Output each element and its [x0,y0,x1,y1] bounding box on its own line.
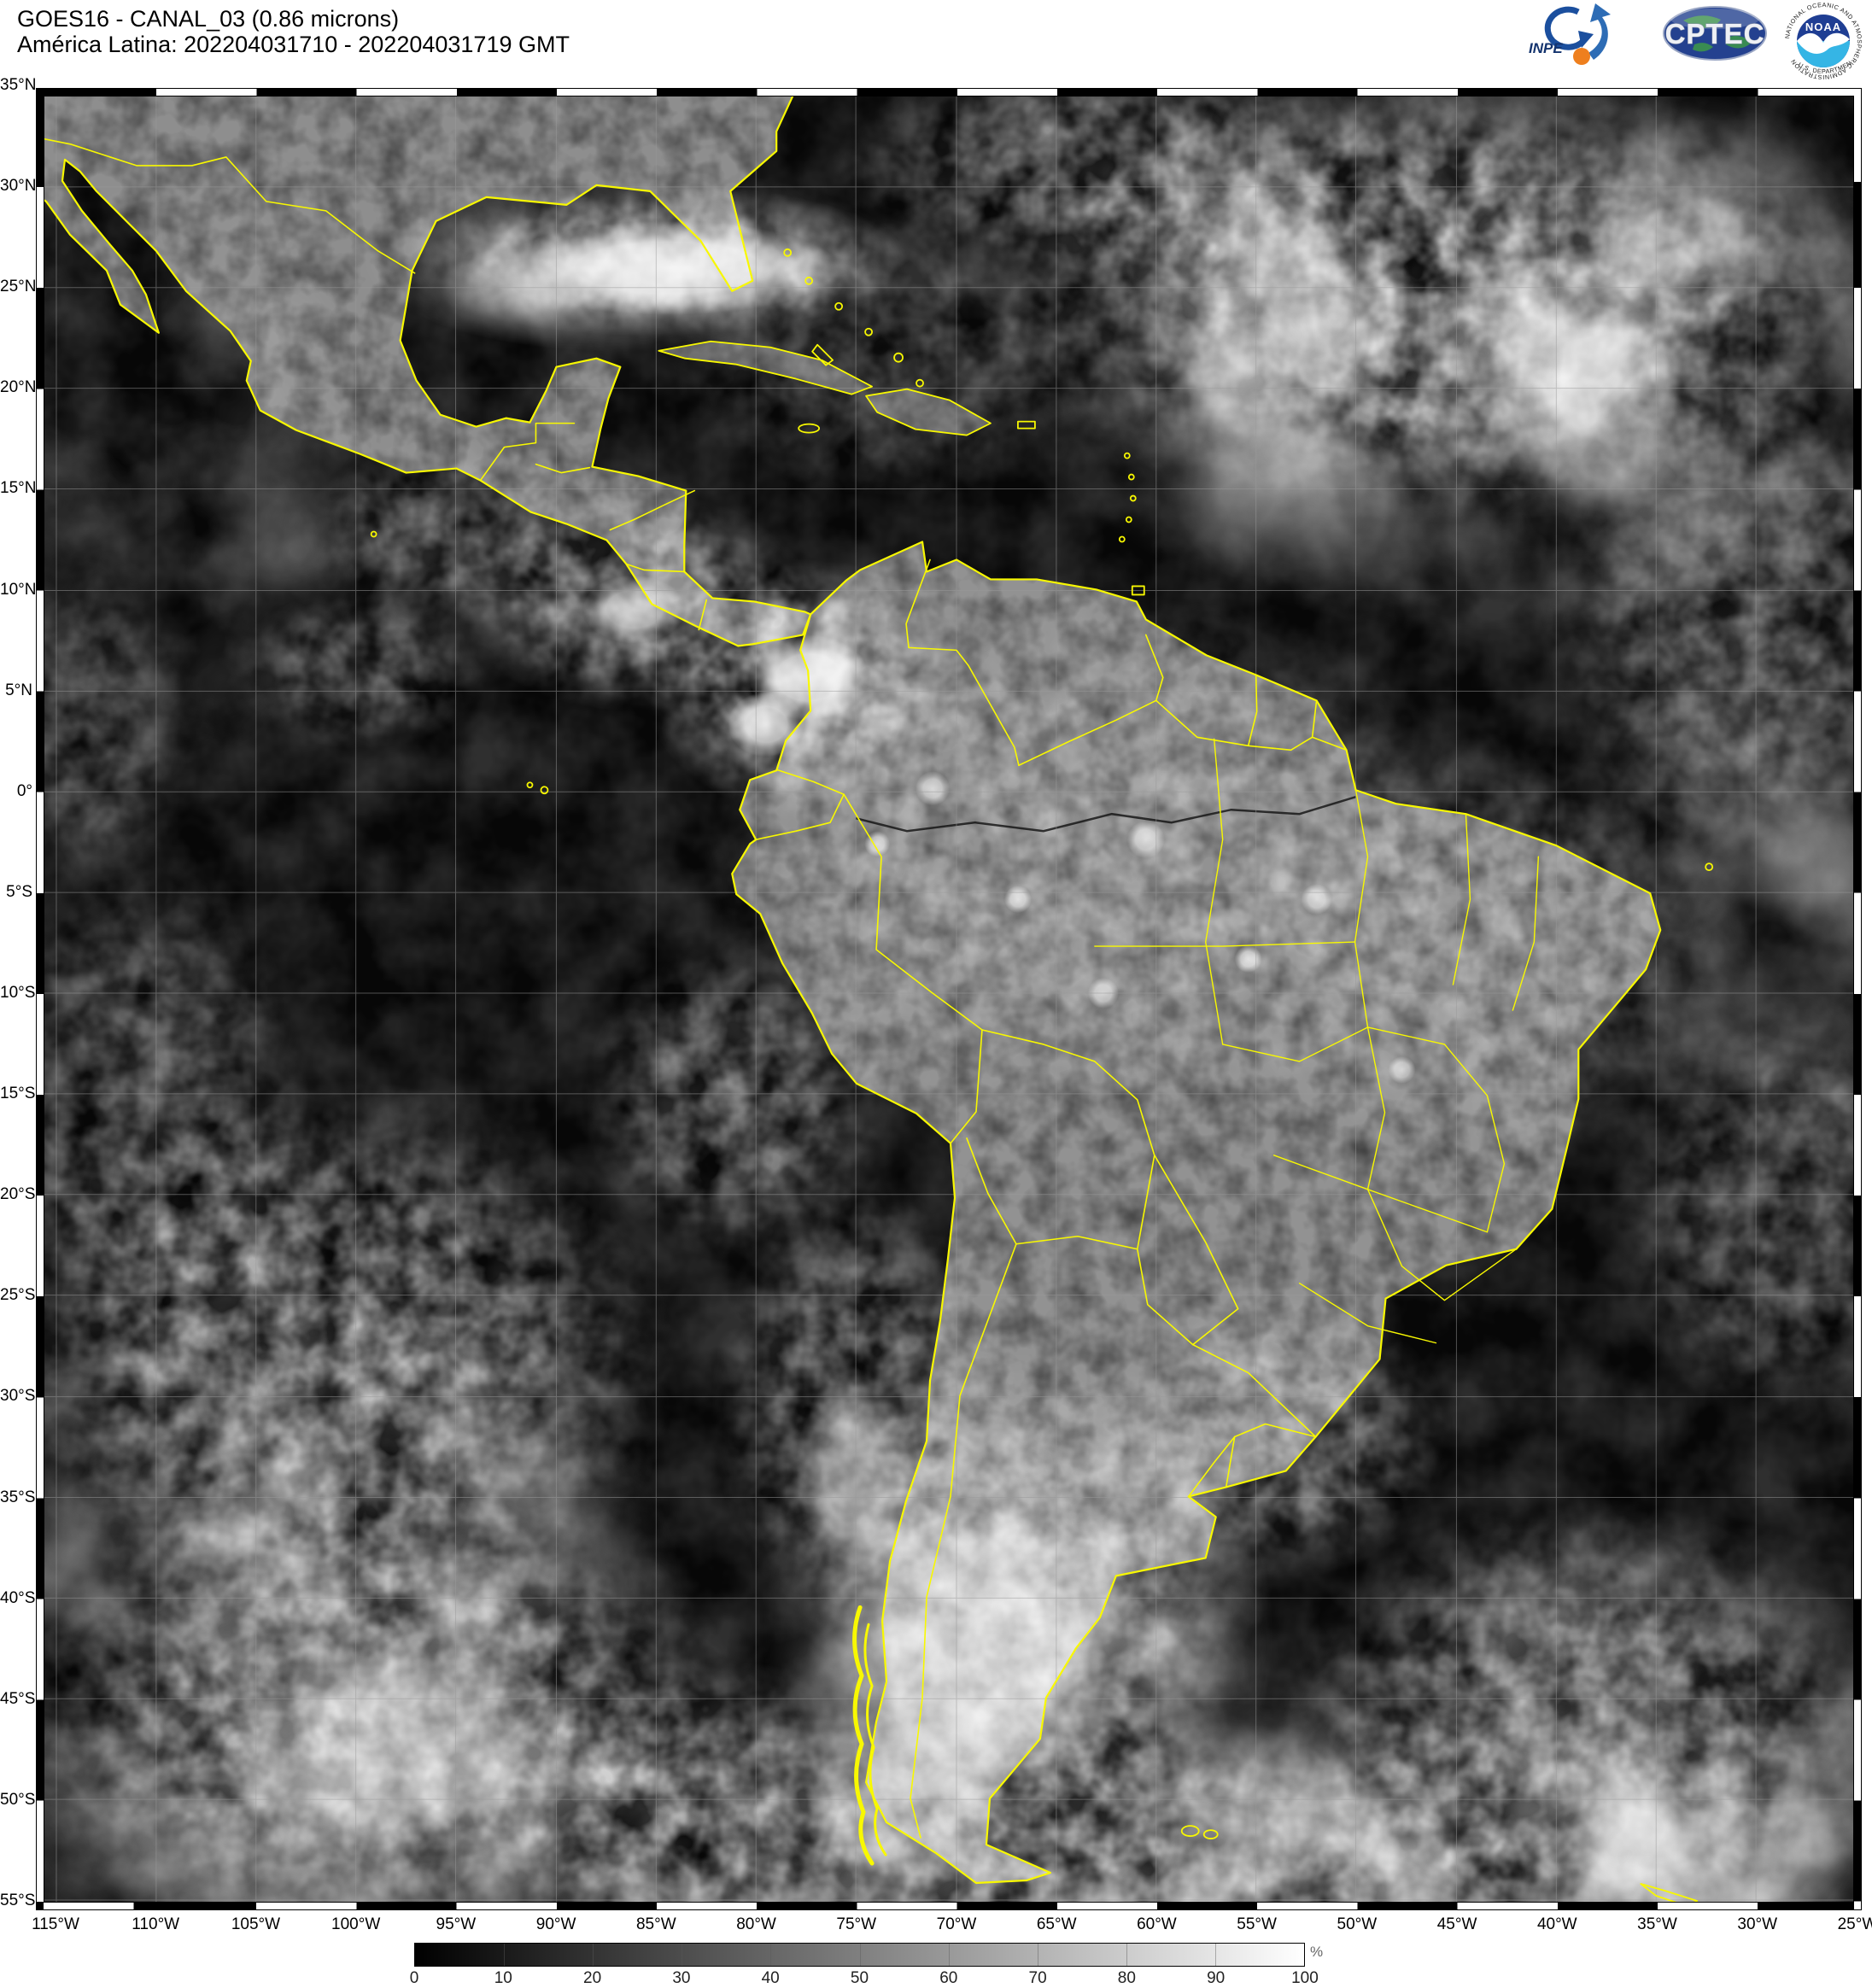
cptec-logo: CPTEC [1663,6,1767,61]
lon-label: 30°W [1737,1915,1778,1933]
lat-label: 15°N [0,479,37,498]
brazil-state-borders [1094,738,1540,1344]
lon-label: 85°W [635,1915,676,1933]
lat-label: 10°N [0,580,37,599]
lat-label: 35°N [0,76,37,94]
map-frame [36,88,1862,1910]
lon-label: 75°W [836,1915,877,1933]
reflectance-colorbar [414,1943,1305,1967]
colorbar-unit-label: % [1310,1944,1324,1960]
page-subtitle: América Latina: 202204031710 - 202204031… [17,32,570,57]
lat-label: 15°S [0,1085,36,1103]
lon-label: 70°W [936,1915,977,1933]
lon-label: 100°W [331,1915,381,1933]
lon-label: 80°W [736,1915,776,1933]
lat-label: 25°S [0,1286,36,1305]
colorbar-tick [593,1944,594,1966]
colorbar-tick-label: 0 [409,1969,419,1987]
inpe-swirl-icon [1544,3,1611,65]
lon-label: 110°W [132,1915,180,1933]
islands [370,248,1714,1907]
lon-label: 95°W [436,1915,477,1933]
colorbar-tick-label: 20 [583,1969,602,1987]
colorbar-tick [948,1944,950,1966]
latitude-axis: 35°N 30°N 25°N 20°N 15°N 10°N 5°N 0° 5°S… [0,76,37,1910]
lat-label: 55°S [0,1891,36,1909]
lat-label: 5°S [6,882,32,901]
political-borders [37,89,1714,1907]
lon-label: 90°W [535,1915,576,1933]
cptec-label: CPTEC [1665,18,1765,50]
neatline-top [37,89,1861,96]
internal-borders [37,137,1348,1839]
colorbar-scale: 0 10 20 30 40 50 60 70 80 90 100 [389,1969,1331,1988]
colorbar-tick-label: 70 [1028,1969,1047,1987]
colorbar-tick-label: 30 [672,1969,691,1987]
colorbar-tick-label: 80 [1117,1969,1136,1987]
lat-label: 5°N [5,681,32,699]
lat-label: 25°N [0,278,37,296]
cptec-globe-icon [1663,6,1767,61]
colorbar-tick [1126,1944,1127,1966]
lat-label: 20°N [0,378,37,397]
noaa-emblem-icon [1797,15,1850,67]
colorbar-tick-label: 90 [1207,1969,1226,1987]
lat-label: 40°S [0,1588,36,1607]
neatline-bottom [37,1903,1861,1909]
lon-label: 115°W [32,1915,79,1933]
colorbar-tick-label: 50 [850,1969,869,1987]
lon-label: 60°W [1137,1915,1177,1933]
noaa-label: NOAA [1805,20,1841,33]
lon-label: 50°W [1337,1915,1378,1933]
inpe-label: INPE [1529,40,1563,56]
amazon-river [855,796,1356,833]
colorbar-tick [1214,1944,1216,1966]
lat-label: 45°S [0,1689,36,1708]
neatline-left [37,89,44,1909]
inpe-logo: INPE [1529,3,1611,65]
lat-label: 30°N [0,177,37,196]
colorbar-tick-label: 40 [761,1969,780,1987]
lon-label: 65°W [1036,1915,1077,1933]
page-title: GOES16 - CANAL_03 (0.86 microns) [17,6,400,32]
colorbar-tick [504,1944,506,1966]
lon-label: 25°W [1837,1915,1872,1933]
neatline-right [1854,89,1861,1909]
lat-label: 35°S [0,1488,36,1506]
lat-label: 20°S [0,1185,36,1204]
lat-label: 30°S [0,1387,36,1406]
colorbar-tick-label: 10 [494,1969,512,1987]
colorbar-tick-label: 100 [1291,1969,1319,1987]
graticule-grid [37,89,1861,1909]
lat-label: 0° [16,781,32,800]
colorbar-tick-label: 60 [939,1969,958,1987]
longitude-axis: 115°W 110°W 105°W 100°W 95°W 90°W 85°W 8… [21,1915,1872,1936]
colorbar-tick [770,1944,772,1966]
lon-label: 35°W [1637,1915,1677,1933]
lon-label: 55°W [1237,1915,1277,1933]
satellite-image [37,89,1861,1909]
lon-label: 105°W [231,1915,281,1933]
colorbar-tick [859,1944,861,1966]
noaa-logo: NOAA NATIONAL OCEANIC AND ATMOSPHERIC AD… [1775,0,1863,81]
lon-label: 45°W [1436,1915,1477,1933]
lon-label: 40°W [1536,1915,1577,1933]
lat-label: 50°S [0,1790,36,1809]
lat-label: 10°S [0,983,36,1002]
cloud-layers [37,89,1861,1909]
